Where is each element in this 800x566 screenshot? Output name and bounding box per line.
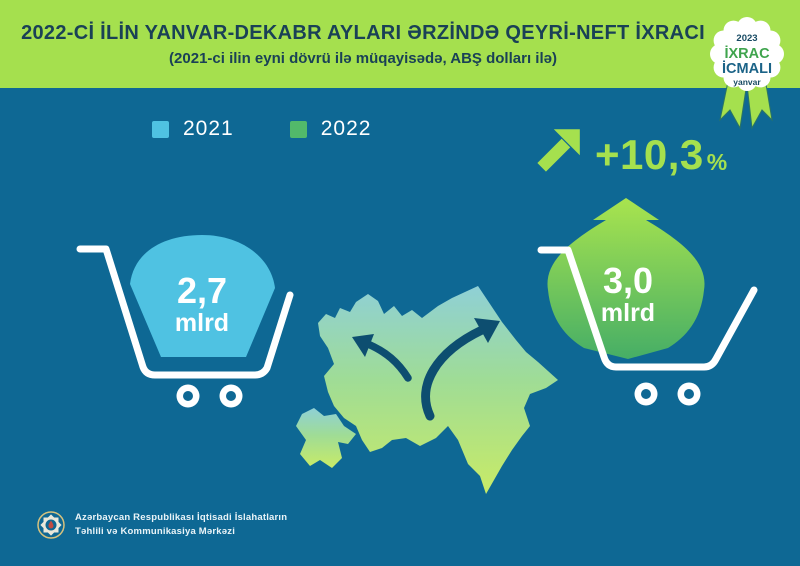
cart-2021-goods-shape [130, 235, 275, 357]
legend-label-2021: 2021 [183, 117, 234, 140]
organization-line1: Azərbaycan Respublikası İqtisadi İslahat… [75, 512, 288, 524]
legend-item-2022: 2022 [289, 117, 372, 141]
badge-month: yanvar [733, 77, 761, 87]
badge-line2: İCMALI [722, 60, 772, 77]
legend-swatch-2021 [152, 120, 169, 138]
badge-seal-icon: 2023 İXRAC İCMALI yanvar [710, 17, 784, 130]
legend-label-2022: 2022 [320, 117, 372, 140]
map-mainland-shape [318, 286, 558, 494]
cart-2022-goods-shape [547, 198, 705, 359]
export-arrow-ne-icon [421, 318, 500, 421]
cart-2021-value: 2,7 [177, 270, 227, 311]
azerbaijan-map [296, 286, 558, 494]
legend-item-2021: 2021 [152, 117, 234, 141]
footer: Azərbaycan Respublikası İqtisadi İslahat… [36, 510, 287, 540]
growth-percent-sign: % [706, 149, 728, 175]
cart-2022-unit: mlrd [601, 299, 655, 327]
export-arrow-nw-icon [352, 334, 412, 382]
trend-up-arrow-icon [537, 129, 580, 172]
badge-seal-shape [710, 17, 784, 91]
cart-2022: 3,0 mlrd [537, 198, 758, 406]
badge-year: 2023 [736, 33, 757, 44]
map-nakhchivan-shape [296, 408, 356, 468]
cart-2022-outline [537, 246, 758, 371]
growth-indicator: +10,3 % [533, 124, 727, 176]
header-band: 2022-Cİ İLİN YANVAR-DEKABR AYLARI ƏRZİND… [0, 0, 800, 88]
growth-value: +10,3 [595, 131, 704, 178]
organization-line2: Təhlili və Kommunikasiya Mərkəzi [75, 526, 236, 537]
cart-2021: 2,7 mlrd [76, 235, 294, 408]
legend-swatch-2022 [289, 120, 307, 138]
cart-2022-wheels [634, 382, 701, 406]
page-title: 2022-Cİ İLİN YANVAR-DEKABR AYLARI ƏRZİND… [21, 21, 705, 44]
organization-name: Azərbaycan Respublikası İqtisadi İslahat… [75, 511, 287, 539]
cart-2021-outline [76, 245, 294, 379]
legend: 2021 2022 [152, 117, 371, 141]
ixrac-icmali-badge: 2023 İXRAC İCMALI yanvar [702, 14, 794, 142]
state-emblem-icon [37, 511, 65, 539]
page-subtitle: (2021-ci ilin eyni dövrü ilə müqayisədə,… [169, 49, 557, 67]
cart-2022-value: 3,0 [603, 260, 653, 301]
cart-2021-unit: mlrd [175, 309, 229, 337]
cart-2021-wheels [176, 384, 243, 408]
badge-line1: İXRAC [724, 45, 770, 62]
